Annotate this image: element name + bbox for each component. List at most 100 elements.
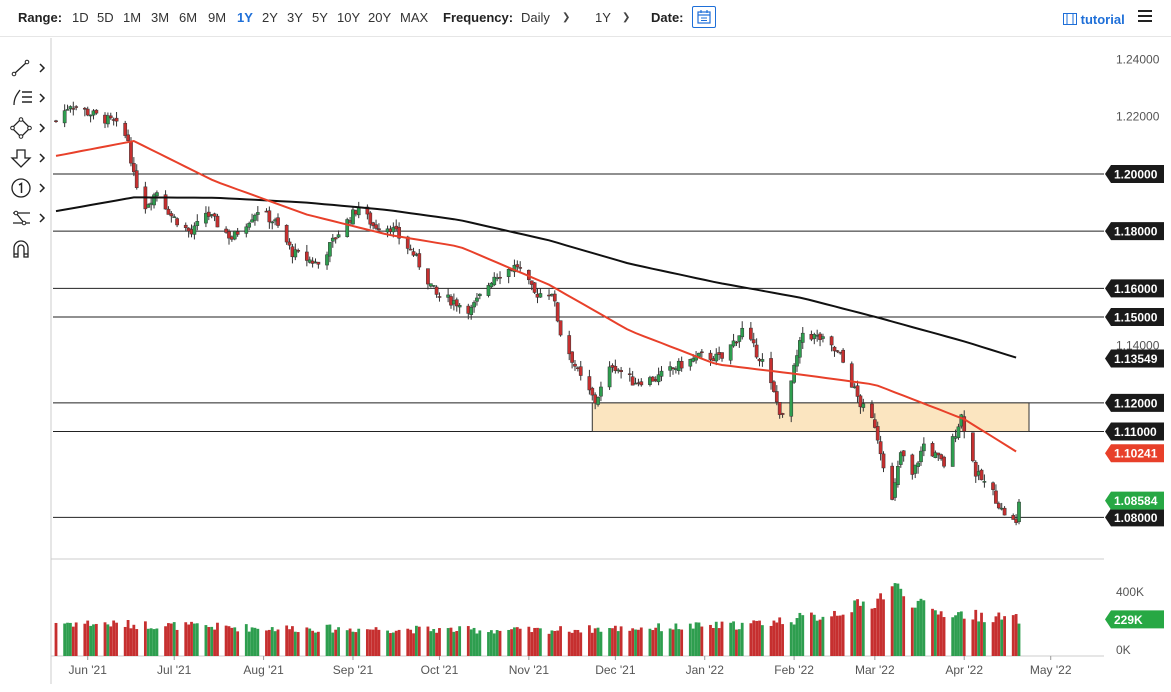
volume-bar xyxy=(590,632,594,656)
candle-body xyxy=(930,443,935,457)
range-5d-button[interactable]: 5D xyxy=(97,10,114,25)
fibonacci-tool-button[interactable] xyxy=(10,87,48,111)
volume-bar xyxy=(709,624,712,656)
volume-bar xyxy=(910,607,914,656)
volume-bar xyxy=(737,629,741,656)
last-tag-bg xyxy=(1105,491,1164,510)
level-tag-bg xyxy=(1105,279,1164,298)
volume-bar xyxy=(518,628,522,656)
ma50-line xyxy=(55,139,1017,453)
candle-body xyxy=(368,212,373,225)
volume-bar xyxy=(247,631,251,656)
volume-bar xyxy=(190,621,193,656)
range-2y-button[interactable]: 2Y xyxy=(262,10,278,25)
volume-bar xyxy=(951,617,955,656)
arrow-tool-button[interactable] xyxy=(10,147,48,171)
volume-bar xyxy=(916,600,920,656)
range-9m-button[interactable]: 9M xyxy=(208,10,227,25)
magnet-button[interactable] xyxy=(10,237,48,261)
candle-body xyxy=(426,268,430,285)
candle-body xyxy=(244,226,249,234)
annotation-tool-button[interactable] xyxy=(10,177,48,201)
volume-bar xyxy=(648,628,652,656)
volume-bar xyxy=(475,633,479,656)
range-6m-button[interactable]: 6M xyxy=(179,10,198,25)
candle-body xyxy=(365,206,370,215)
level-tag-bg xyxy=(1105,222,1164,241)
x-tick-label: Jul '21 xyxy=(157,663,192,677)
volume-bar xyxy=(660,631,663,656)
candle-body xyxy=(656,374,661,383)
volume-bar xyxy=(654,627,658,656)
range-3m-button[interactable]: 3M xyxy=(151,10,170,25)
volume-bar xyxy=(798,612,802,656)
line-tool-button[interactable] xyxy=(10,57,48,81)
period-chevron-down-icon[interactable]: ❯ xyxy=(622,12,631,23)
range-10y-button[interactable]: 10Y xyxy=(337,10,361,25)
volume-bar xyxy=(458,626,462,656)
range-1d-button[interactable]: 1D xyxy=(72,10,89,25)
price-chart[interactable]: 1.24000 1.22000 1.14000 400K 0K 1.20000 1.180… xyxy=(0,36,1171,692)
volume-bar xyxy=(1003,616,1006,656)
range-max-button[interactable]: MAX xyxy=(400,10,429,25)
candle-body xyxy=(734,341,739,344)
range-label: Range: xyxy=(18,10,63,25)
volume-bar xyxy=(371,629,375,656)
candle-body xyxy=(1002,507,1007,516)
candle-body xyxy=(94,109,99,114)
candle-body xyxy=(114,117,119,122)
volume-bar xyxy=(850,612,854,656)
frequency-select[interactable]: Daily xyxy=(521,10,550,25)
volume-bar xyxy=(71,626,75,656)
candle-body xyxy=(88,114,93,117)
candle-body xyxy=(829,336,834,346)
candle-body xyxy=(391,227,396,233)
period-select[interactable]: 1Y xyxy=(595,10,611,25)
volume-bar xyxy=(691,628,695,656)
volume-bar xyxy=(997,612,1001,656)
volume-bar xyxy=(991,622,995,656)
frequency-chevron-down-icon[interactable]: ❯ xyxy=(562,12,571,23)
candle-body xyxy=(994,490,998,504)
range-20y-button[interactable]: 20Y xyxy=(368,10,392,25)
candle-body xyxy=(172,216,177,218)
price-tags: 1.20000 1.18000 1.16000 1.15000 1.12000 1.110… xyxy=(1105,164,1164,629)
candle-body xyxy=(547,294,551,297)
x-axis-ticks: Jun '21 Jul '21 Aug '21 Sep '21 Oct '21 Nov '… xyxy=(69,656,1072,677)
volume-bar xyxy=(446,628,450,656)
volume-bar xyxy=(882,599,885,656)
volume-bar xyxy=(994,616,998,656)
volume-bar xyxy=(394,630,398,656)
date-picker-button[interactable] xyxy=(692,6,716,28)
range-5y-button[interactable]: 5Y xyxy=(312,10,328,25)
candle-body xyxy=(377,228,381,231)
volume-bar xyxy=(296,632,300,656)
shapes-tool-button[interactable] xyxy=(10,117,48,141)
tutorial-link[interactable]: tutorial xyxy=(1063,12,1125,27)
candle-body xyxy=(411,251,416,256)
volume-bar xyxy=(83,623,87,656)
candle-body xyxy=(798,340,802,358)
volume-bar xyxy=(616,631,620,656)
tutorial-label[interactable]: tutorial xyxy=(1080,12,1125,27)
pattern-tool-button[interactable] xyxy=(10,207,48,231)
range-3y-button[interactable]: 3Y xyxy=(287,10,303,25)
candle-body xyxy=(247,222,252,228)
volume-bar xyxy=(942,617,946,656)
candle-body xyxy=(737,335,742,342)
volume-bar xyxy=(720,621,724,656)
volume-bar xyxy=(69,622,72,656)
range-1m-button[interactable]: 1M xyxy=(123,10,142,25)
candle-body xyxy=(54,120,58,122)
candle-body xyxy=(832,346,837,352)
volume-bar xyxy=(63,623,67,656)
x-tick-label: Feb '22 xyxy=(774,663,814,677)
hamburger-menu-icon[interactable] xyxy=(1138,10,1152,24)
moving-averages xyxy=(55,139,1017,453)
volume-bar xyxy=(172,622,176,656)
range-1y-button[interactable]: 1Y xyxy=(237,10,253,25)
volume-bar xyxy=(769,625,773,656)
volume-bar xyxy=(412,633,415,656)
line-tool-icon xyxy=(11,59,46,77)
candle-body xyxy=(166,208,171,215)
